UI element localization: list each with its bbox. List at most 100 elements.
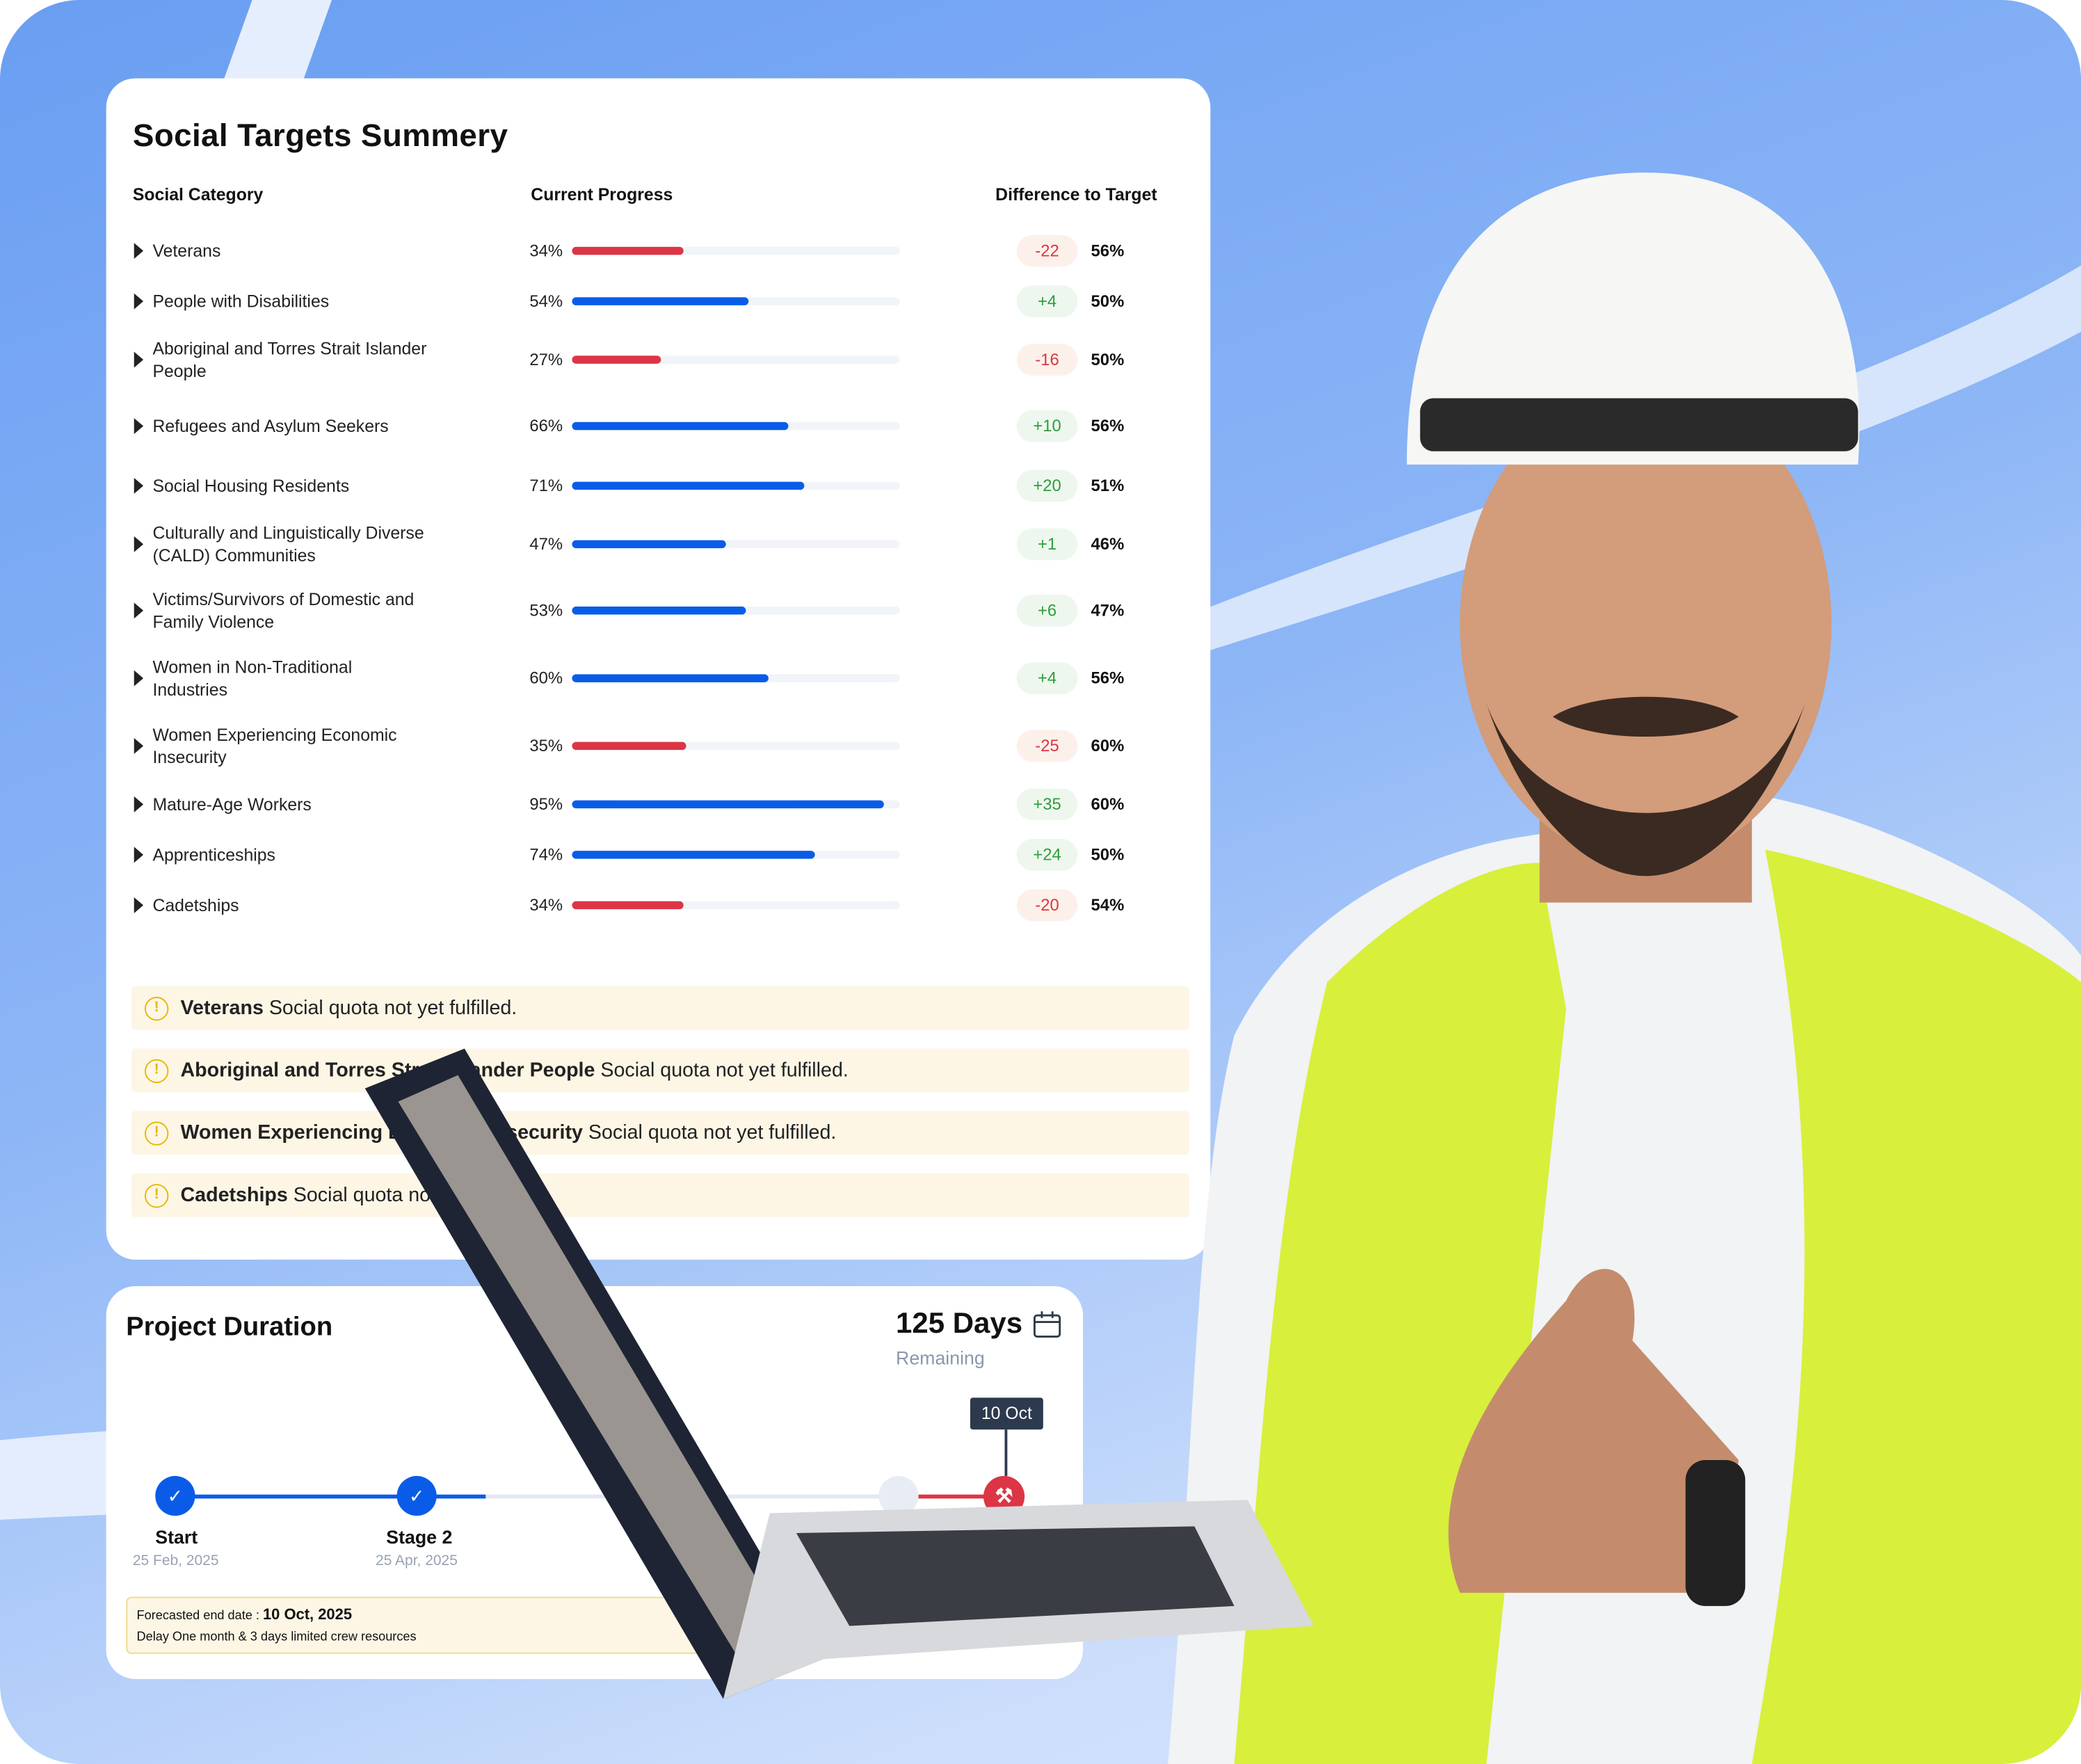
progress-percent: 74% bbox=[529, 845, 563, 865]
progress-bar-fill bbox=[572, 674, 769, 682]
paint-roller-icon: ⚒ bbox=[995, 1485, 1013, 1508]
expand-caret-icon[interactable] bbox=[134, 602, 144, 619]
forecast-date: 10 Oct, 2025 bbox=[262, 1607, 353, 1623]
warning-icon: ! bbox=[144, 1184, 169, 1208]
progress-percent: 27% bbox=[529, 350, 563, 369]
difference-badge: -16 bbox=[1016, 344, 1078, 376]
warning-icon: ! bbox=[144, 1059, 169, 1084]
stage-2-label: Stage 2 bbox=[386, 1526, 453, 1548]
difference-badge: +24 bbox=[1016, 838, 1078, 871]
progress-bar bbox=[572, 607, 900, 615]
progress-percent: 54% bbox=[529, 291, 563, 311]
category-row[interactable]: Victims/Survivors of Domestic and Family… bbox=[106, 584, 1211, 637]
progress-percent: 47% bbox=[529, 535, 563, 554]
expand-caret-icon[interactable] bbox=[134, 477, 144, 494]
social-targets-card: Social Targets Summery Social Category C… bbox=[106, 78, 1211, 1260]
warning-icon: ! bbox=[144, 997, 169, 1021]
alert-message: Social quota not yet fulfilled. bbox=[263, 997, 517, 1020]
alert-message: Social quota not yet fulfilled. bbox=[595, 1059, 849, 1082]
category-row[interactable]: Veterans 34% -22 56% bbox=[106, 224, 1211, 277]
card-title: Social Targets Summery bbox=[132, 118, 508, 154]
difference-badge: -20 bbox=[1016, 889, 1078, 922]
category-row[interactable]: Social Housing Residents 71% +20 51% bbox=[106, 459, 1211, 512]
difference-badge: +10 bbox=[1016, 410, 1078, 442]
category-row[interactable]: Mature-Age Workers 95% +35 60% bbox=[106, 778, 1211, 831]
target-percent: 60% bbox=[1091, 737, 1125, 755]
category-name: Women in Non-Traditional Industries bbox=[152, 657, 353, 700]
progress-bar bbox=[572, 674, 900, 682]
category-row[interactable]: Women in Non-Traditional Industries 60% … bbox=[106, 652, 1211, 705]
expand-caret-icon[interactable] bbox=[134, 293, 144, 310]
progress-bar bbox=[572, 481, 900, 490]
difference-badge: +4 bbox=[1016, 662, 1078, 694]
quota-alert: ! Veterans Social quota not yet fulfilled… bbox=[131, 986, 1189, 1030]
remaining-label: Remaining bbox=[896, 1347, 985, 1369]
category-row[interactable]: Women Experiencing Economic Insecurity 3… bbox=[106, 719, 1211, 772]
end-date-tooltip: 10 Oct bbox=[970, 1397, 1043, 1430]
category-row[interactable]: Refugees and Asylum Seekers 66% +10 56% bbox=[106, 399, 1211, 452]
category-name: Mature-Age Workers bbox=[152, 794, 312, 815]
stage-start-node[interactable]: ✓ bbox=[155, 1475, 195, 1516]
progress-percent: 71% bbox=[529, 476, 563, 495]
category-row[interactable]: Cadetships 34% -20 54% bbox=[106, 879, 1211, 931]
target-percent: 50% bbox=[1091, 845, 1125, 865]
forecast-label: Forecasted end date : bbox=[136, 1608, 263, 1623]
difference-badge: -25 bbox=[1016, 730, 1078, 762]
tooltip-stem bbox=[1004, 1429, 1007, 1476]
alert-category: Cadetships bbox=[180, 1184, 288, 1207]
difference-badge: +4 bbox=[1016, 285, 1078, 318]
category-row[interactable]: Culturally and Linguistically Diverse (C… bbox=[106, 518, 1211, 570]
progress-bar bbox=[572, 355, 900, 364]
delay-note: Delay One month & 3 days limited crew re… bbox=[136, 1630, 417, 1645]
target-percent: 50% bbox=[1091, 350, 1125, 369]
progress-bar-fill bbox=[572, 422, 789, 431]
target-percent: 56% bbox=[1091, 417, 1125, 435]
category-row[interactable]: People with Disabilities 54% +4 50% bbox=[106, 275, 1211, 328]
progress-percent: 66% bbox=[529, 417, 563, 435]
category-name: Veterans bbox=[152, 241, 221, 261]
progress-bar bbox=[572, 901, 900, 910]
progress-bar bbox=[572, 741, 900, 751]
calendar-icon bbox=[1034, 1311, 1061, 1338]
expand-caret-icon[interactable] bbox=[134, 243, 144, 259]
alert-message: Social quota not yet fulfilled. bbox=[582, 1121, 837, 1144]
expand-caret-icon[interactable] bbox=[134, 897, 144, 913]
stage-2-node[interactable]: ✓ bbox=[396, 1475, 437, 1516]
timeline-line-delay bbox=[918, 1494, 985, 1499]
progress-percent: 53% bbox=[529, 601, 563, 620]
stage-start-label: Start bbox=[155, 1526, 198, 1548]
progress-bar-fill bbox=[572, 540, 726, 549]
expand-caret-icon[interactable] bbox=[134, 670, 144, 687]
column-header-progress: Current Progress bbox=[531, 184, 673, 205]
category-name: Victims/Survivors of Domestic and Family… bbox=[152, 589, 415, 632]
progress-bar-fill bbox=[572, 355, 661, 364]
quota-alert: ! Cadetships Social quota not yet fulfill… bbox=[131, 1173, 1189, 1217]
expand-caret-icon[interactable] bbox=[134, 796, 144, 812]
target-percent: 47% bbox=[1091, 601, 1125, 620]
column-header-difference: Difference to Target bbox=[995, 184, 1157, 205]
progress-bar bbox=[572, 851, 900, 859]
expand-caret-icon[interactable] bbox=[134, 847, 144, 863]
expand-caret-icon[interactable] bbox=[134, 418, 144, 434]
expand-caret-icon[interactable] bbox=[134, 351, 144, 368]
target-percent: 56% bbox=[1091, 241, 1125, 261]
planned-end-node[interactable] bbox=[878, 1475, 919, 1516]
category-row[interactable]: Apprenticeships 74% +24 50% bbox=[106, 828, 1211, 881]
progress-bar bbox=[572, 422, 900, 431]
progress-bar-fill bbox=[572, 297, 749, 305]
timeline-line-done bbox=[193, 1494, 486, 1499]
stage-2-date: 25 Apr, 2025 bbox=[376, 1553, 458, 1569]
category-row[interactable]: Aboriginal and Torres Strait Islander Pe… bbox=[106, 333, 1211, 386]
progress-percent: 34% bbox=[529, 241, 563, 261]
expand-caret-icon[interactable] bbox=[134, 536, 144, 552]
difference-badge: +6 bbox=[1016, 594, 1078, 627]
category-name: People with Disabilities bbox=[152, 291, 330, 312]
progress-bar bbox=[572, 800, 900, 809]
alert-category: Veterans bbox=[180, 997, 264, 1020]
expand-caret-icon[interactable] bbox=[134, 737, 144, 754]
progress-bar-fill bbox=[572, 851, 815, 859]
progress-bar-fill bbox=[572, 800, 884, 809]
target-percent: 50% bbox=[1091, 291, 1125, 311]
